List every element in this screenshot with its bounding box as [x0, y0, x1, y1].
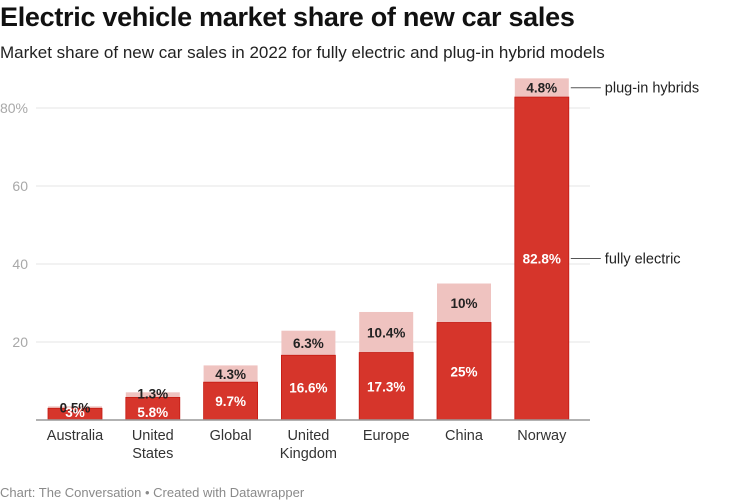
- bar-segment-plug-in-hybrid: [514, 78, 569, 98]
- bar-segment-plug-in-hybrid: [48, 406, 102, 409]
- bar-segment-fully-electric: [436, 322, 492, 421]
- bar-segment-plug-in-hybrid: [281, 330, 336, 356]
- data-label-plug-in-hybrid: 0.5%: [60, 400, 91, 415]
- data-label-fully-electric: 17.3%: [367, 379, 405, 394]
- x-category-label: Global: [210, 428, 252, 444]
- bar-segment-plug-in-hybrid: [359, 311, 414, 353]
- bar-segment-fully-electric: [358, 352, 414, 421]
- y-tick-label: 60: [12, 178, 28, 194]
- bar-segment-plug-in-hybrid: [125, 392, 180, 398]
- y-tick-label: 20: [12, 334, 28, 350]
- bar-segment-fully-electric: [514, 96, 570, 421]
- data-label-fully-electric: 3%: [65, 405, 85, 420]
- data-label-plug-in-hybrid: 6.3%: [293, 336, 324, 351]
- y-tick-label: 80%: [0, 100, 28, 116]
- data-label-fully-electric: 82.8%: [523, 252, 561, 267]
- legend-label-fully-electric: fully electric: [605, 252, 681, 268]
- data-label-fully-electric: 16.6%: [289, 381, 327, 396]
- x-category-label: States: [132, 446, 173, 462]
- data-label-plug-in-hybrid: 4.8%: [526, 81, 557, 96]
- chart-footer: Chart: The Conversation • Created with D…: [0, 485, 305, 500]
- x-category-label: United: [287, 428, 329, 444]
- x-category-label: Kingdom: [280, 446, 337, 462]
- x-category-label: United: [132, 428, 174, 444]
- x-category-label: Norway: [517, 428, 567, 444]
- data-label-plug-in-hybrid: 1.3%: [137, 386, 168, 401]
- x-category-label: Europe: [363, 428, 410, 444]
- x-category-label: Australia: [47, 428, 104, 444]
- data-label-plug-in-hybrid: 4.3%: [215, 367, 246, 382]
- legend-label-plug-in-hybrids: plug-in hybrids: [605, 81, 699, 97]
- chart-subtitle: Market share of new car sales in 2022 fo…: [0, 43, 605, 62]
- bar-segment-plug-in-hybrid: [437, 283, 491, 323]
- x-category-label: China: [445, 428, 484, 444]
- data-label-fully-electric: 5.8%: [137, 405, 168, 420]
- chart-title: Electric vehicle market share of new car…: [0, 2, 575, 32]
- bar-segment-plug-in-hybrid: [203, 365, 258, 383]
- y-tick-label: 40: [12, 256, 28, 272]
- data-label-plug-in-hybrid: 10%: [450, 296, 477, 311]
- data-label-plug-in-hybrid: 10.4%: [367, 325, 405, 340]
- data-label-fully-electric: 25%: [450, 364, 477, 379]
- data-label-fully-electric: 9.7%: [215, 394, 246, 409]
